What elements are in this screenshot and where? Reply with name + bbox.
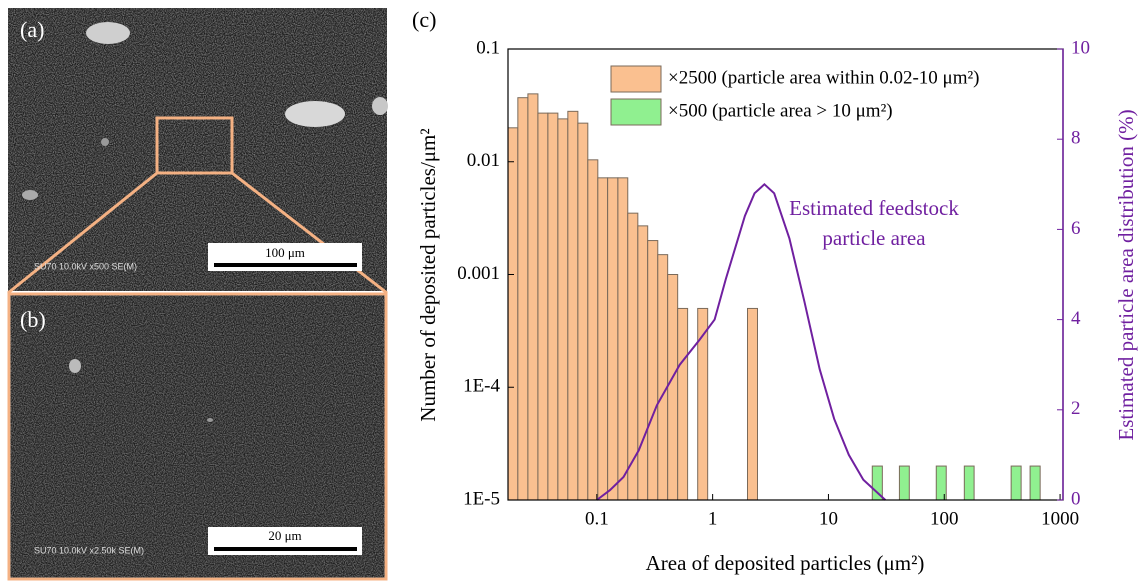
- bar: [617, 177, 629, 501]
- legend-label: ×500 (particle area > 10 μm²): [668, 100, 893, 121]
- x-tick-label: 100: [930, 508, 959, 529]
- bar: [627, 212, 639, 501]
- zoom-line: [7, 171, 158, 295]
- bar: [657, 254, 669, 501]
- legend-swatch: [610, 98, 662, 126]
- bar: [587, 159, 599, 501]
- x-tick-label: 1000: [1041, 508, 1079, 529]
- panel-label: (c): [412, 7, 436, 32]
- bar: [567, 110, 579, 501]
- x-tick-label: 1: [708, 508, 718, 529]
- particle: [22, 190, 38, 200]
- annotation: Estimated feedstock: [789, 196, 959, 220]
- bar: [537, 112, 549, 501]
- line: [596, 182, 887, 501]
- sem-info: SU70 10.0kV x2.50k SE(M): [34, 545, 144, 555]
- bar: [597, 177, 609, 501]
- particle: [372, 97, 388, 115]
- legend-swatch: [610, 65, 662, 93]
- y-tick-label: 1E-5: [463, 488, 500, 509]
- zoom-line: [231, 171, 388, 295]
- particle: [101, 138, 109, 146]
- scale-text: 20 μm: [268, 528, 301, 543]
- bar: [607, 177, 619, 501]
- bar: [557, 118, 569, 501]
- y-tick-label: 0.1: [476, 37, 500, 58]
- y-tick-label: 0.001: [457, 263, 500, 284]
- particle: [285, 101, 345, 127]
- y-axis-label: Number of deposited particles/μm²: [416, 128, 440, 421]
- y-tick-label: 0.01: [467, 150, 500, 171]
- legend-label: ×2500 (particle area within 0.02-10 μm²): [668, 67, 980, 88]
- bar: [517, 97, 529, 501]
- bar: [507, 127, 519, 501]
- x-tick-label: 0.1: [585, 508, 609, 529]
- bar: [677, 307, 689, 501]
- y2-tick-label: 4: [1071, 308, 1081, 329]
- bar: [898, 465, 910, 501]
- bar: [577, 122, 589, 501]
- y2-axis-label: Estimated particle area distribution (%): [1114, 109, 1138, 440]
- y2-tick-label: 6: [1071, 218, 1081, 239]
- bar: [1010, 465, 1022, 501]
- y-tick-label: 1E-4: [463, 376, 500, 397]
- y2-tick-label: 8: [1071, 128, 1081, 149]
- particle: [69, 359, 81, 373]
- zoom-box: [155, 116, 234, 175]
- bar: [667, 274, 679, 501]
- particle: [86, 22, 130, 44]
- bar: [1029, 465, 1041, 501]
- annotation: particle area: [822, 226, 926, 250]
- scale-text: 100 μm: [265, 245, 305, 260]
- panel-label: (b): [20, 307, 46, 332]
- bar: [547, 112, 559, 501]
- particle: [207, 418, 213, 422]
- x-axis-label: Area of deposited particles (μm²): [646, 551, 925, 575]
- y2-tick-label: 2: [1071, 398, 1081, 419]
- x-tick-label: 10: [819, 508, 838, 529]
- bar: [527, 93, 539, 501]
- sem-info: SU70 10.0kV x500 SE(M): [34, 261, 137, 271]
- bar: [647, 240, 659, 501]
- bar: [963, 465, 975, 501]
- bar: [637, 225, 649, 501]
- y2-tick-label: 10: [1071, 37, 1090, 58]
- bar: [747, 307, 759, 501]
- y2-tick-label: 0: [1071, 488, 1081, 509]
- panel-label: (a): [20, 17, 44, 42]
